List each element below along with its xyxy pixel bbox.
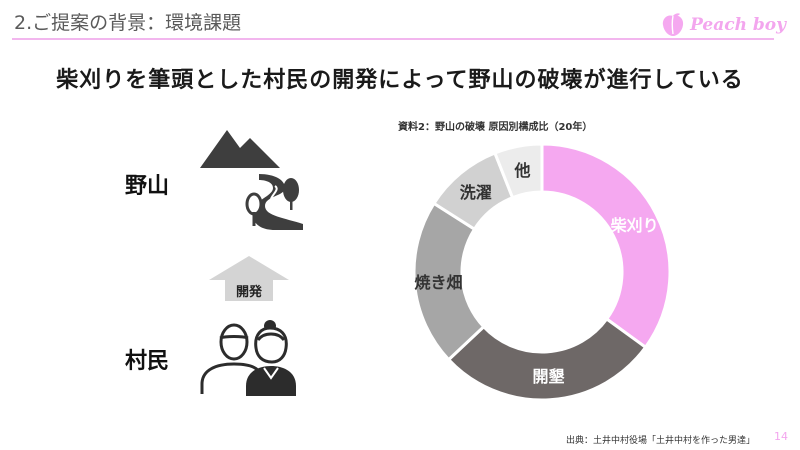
up-arrow-icon <box>209 256 289 301</box>
arrow-label: 開発 <box>235 285 262 300</box>
source-note: 出典：土井中村役場「土井中村を作った男達」 <box>566 436 756 446</box>
donut-slice-4 <box>492 142 544 200</box>
donut-label-4: 他 <box>514 161 531 180</box>
donut-label-3: 洗濯 <box>460 183 492 202</box>
donut-label-2: 焼き畑 <box>414 273 462 292</box>
forest-road-icon <box>245 174 303 230</box>
brand-logo: Peach boy <box>660 12 786 38</box>
chart-title: 資料2：野山の破壊 原因別構成比（20年） <box>398 122 593 133</box>
label-villagers: 村民 <box>125 349 170 374</box>
brand-name: Peach boy <box>690 15 786 35</box>
page-number: 14 <box>774 430 788 443</box>
peach-icon <box>662 13 684 36</box>
donut-slice-0 <box>540 142 672 350</box>
donut-slice-1 <box>446 316 648 402</box>
donut-label-0: 柴刈り <box>610 216 659 235</box>
mountain-icon <box>200 130 280 168</box>
header-title: 2.ご提案の背景：環境課題 <box>14 12 242 34</box>
header-rule <box>12 38 774 40</box>
donut-label-1: 開墾 <box>533 367 566 386</box>
main-heading: 柴刈りを筆頭とした村民の開発によって野山の破壊が進行している <box>56 68 744 93</box>
elderly-couple-icon <box>200 320 296 396</box>
label-mountain: 野山 <box>125 174 170 199</box>
